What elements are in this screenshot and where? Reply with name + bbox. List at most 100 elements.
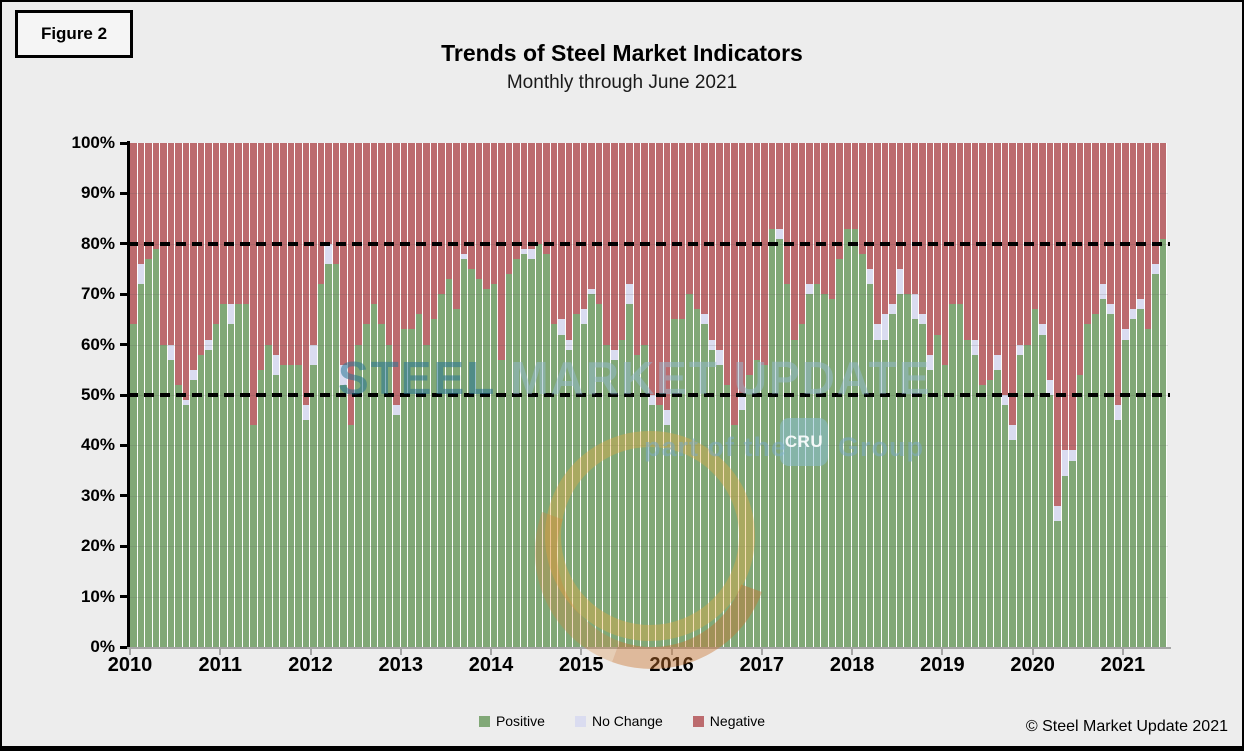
copyright-text: © Steel Market Update 2021 — [1025, 718, 1228, 735]
segment-negative — [746, 143, 753, 375]
segment-negative — [1039, 143, 1046, 325]
segment-negative — [475, 143, 483, 280]
segment-positive — [302, 420, 310, 647]
segment-negative — [1107, 143, 1114, 305]
segment-negative — [761, 143, 768, 365]
segment-negative — [926, 143, 934, 355]
y-tick — [120, 393, 127, 397]
segment-negative — [190, 143, 197, 370]
segment-positive — [701, 324, 708, 647]
segment-positive — [896, 294, 904, 647]
segment-positive — [768, 228, 776, 647]
y-tick — [120, 544, 127, 548]
segment-positive — [791, 339, 798, 647]
segment-negative — [302, 143, 310, 406]
gridline-70 — [130, 294, 1168, 296]
segment-positive — [1046, 394, 1054, 647]
segment-negative — [400, 143, 408, 330]
segment-negative — [468, 143, 475, 269]
segment-positive — [603, 344, 610, 647]
segment-positive — [445, 279, 453, 647]
segment-no-change — [302, 405, 310, 421]
watermark-cru-badge: CRU — [780, 418, 828, 466]
segment-negative — [1031, 143, 1039, 310]
segment-positive — [836, 258, 843, 647]
segment-no-change — [1129, 309, 1137, 320]
segment-negative — [836, 143, 843, 259]
segment-no-change — [1107, 304, 1114, 315]
segment-no-change — [919, 314, 926, 325]
segment-negative — [1114, 143, 1122, 406]
segment-negative — [648, 143, 656, 395]
y-tick-label: 20% — [80, 536, 115, 556]
segment-positive — [678, 319, 686, 647]
x-tick — [129, 649, 131, 655]
segment-positive — [595, 304, 603, 647]
segment-negative — [896, 143, 904, 269]
segment-negative — [205, 143, 212, 340]
segment-negative — [490, 143, 498, 285]
segment-negative — [934, 143, 941, 335]
gridline-10 — [130, 596, 1168, 598]
segment-negative — [828, 143, 836, 300]
segment-negative — [813, 143, 821, 285]
watermark-tagline-suffix: Group — [838, 432, 924, 462]
segment-negative — [821, 143, 828, 295]
segment-negative — [633, 143, 641, 355]
segment-negative — [317, 143, 325, 285]
segment-no-change — [874, 324, 881, 340]
segment-negative — [806, 143, 813, 285]
segment-negative — [1092, 143, 1099, 315]
segment-no-change — [1054, 505, 1061, 521]
gridline-30 — [130, 495, 1168, 497]
segment-positive — [197, 354, 205, 647]
segment-positive — [956, 304, 964, 647]
segment-negative — [505, 143, 513, 275]
segment-positive — [1092, 314, 1099, 647]
segment-no-change — [911, 294, 919, 320]
segment-positive — [1137, 309, 1144, 647]
segment-positive — [761, 364, 768, 647]
segment-no-change — [310, 344, 317, 365]
segment-no-change — [881, 314, 889, 340]
segment-positive — [934, 334, 941, 647]
segment-positive — [716, 364, 723, 647]
segment-no-change — [1016, 344, 1024, 355]
segment-negative — [340, 143, 347, 365]
gridline-90 — [130, 193, 1168, 195]
segment-positive — [641, 344, 648, 647]
segment-negative — [618, 143, 626, 340]
segment-no-change — [776, 228, 783, 239]
x-tick — [851, 649, 854, 655]
segment-positive — [1016, 354, 1024, 647]
segment-positive — [618, 339, 626, 647]
segment-negative — [881, 143, 889, 315]
segment-positive — [821, 294, 828, 647]
segment-negative — [753, 143, 761, 360]
segment-negative — [362, 143, 370, 325]
segment-negative — [851, 143, 859, 229]
segment-no-change — [1046, 379, 1054, 395]
segment-positive — [971, 354, 979, 647]
segment-negative — [904, 143, 911, 295]
segment-no-change — [1122, 329, 1129, 340]
segment-no-change — [806, 284, 813, 295]
segment-positive — [1099, 299, 1107, 647]
segment-no-change — [889, 304, 896, 315]
segment-positive — [370, 304, 378, 647]
segment-negative — [693, 143, 701, 310]
segment-positive — [693, 309, 701, 647]
segment-positive — [949, 304, 956, 647]
legend-swatch-icon — [574, 715, 586, 727]
watermark-text: STEEL MARKET UPDATE — [338, 351, 931, 405]
y-tick — [120, 494, 127, 498]
legend-item: Positive — [478, 713, 545, 729]
segment-positive — [498, 359, 505, 647]
y-tick — [120, 343, 127, 347]
segment-negative — [1137, 143, 1144, 300]
segment-negative — [783, 143, 791, 285]
segment-no-change — [926, 354, 934, 370]
segment-positive — [843, 228, 851, 647]
segment-negative — [1159, 143, 1167, 239]
segment-negative — [919, 143, 926, 315]
